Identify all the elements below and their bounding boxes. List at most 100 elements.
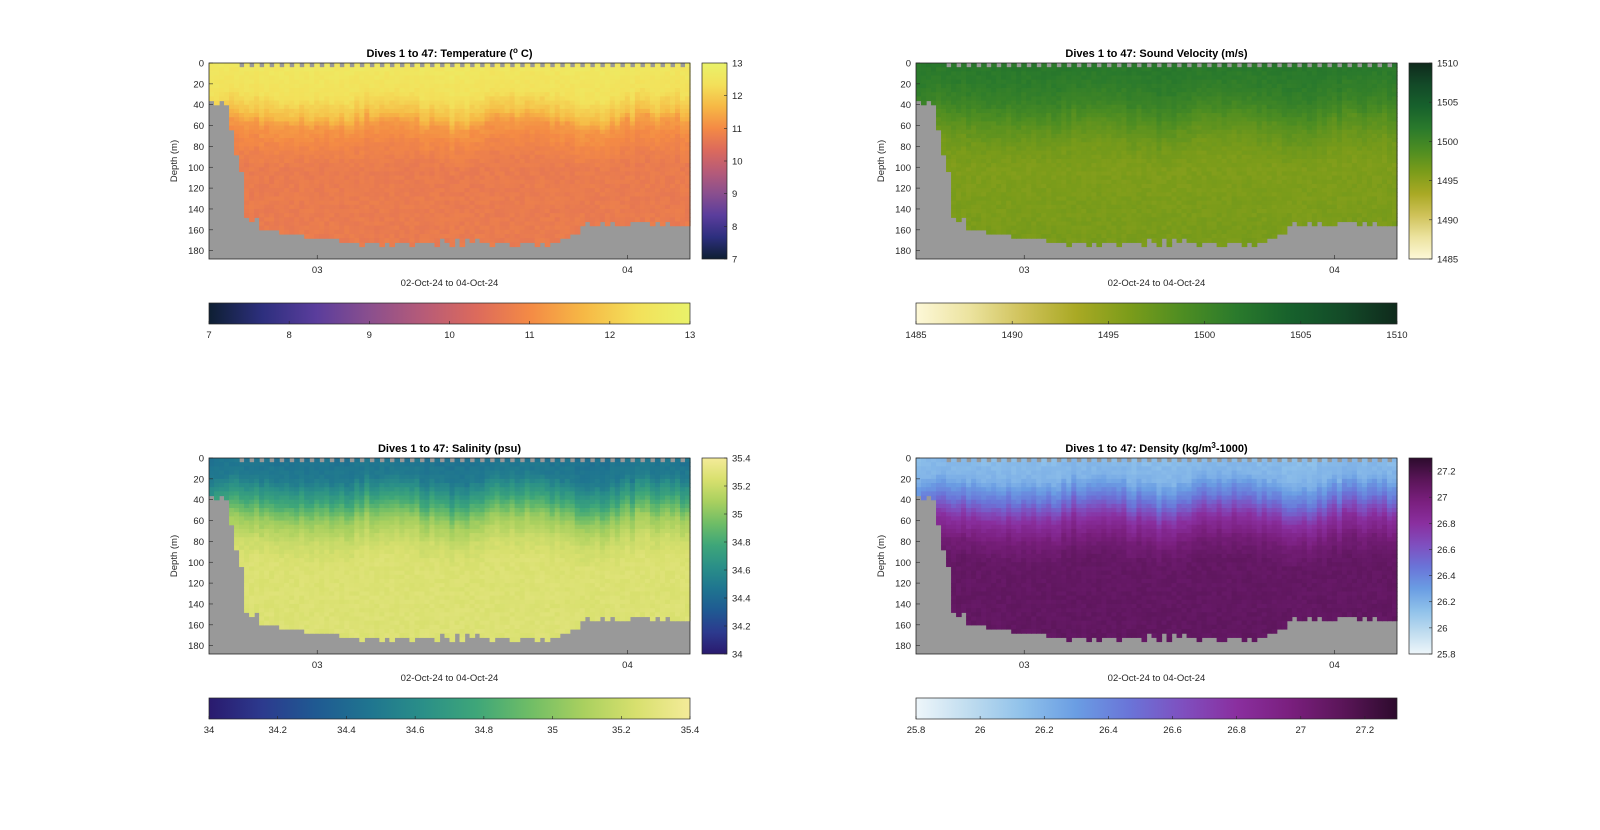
heatmap-cell (544, 96, 551, 102)
heatmap-cell (369, 179, 375, 185)
heatmap-cell (1051, 71, 1057, 77)
heatmap-cell (304, 200, 310, 206)
heatmap-cell (494, 221, 501, 227)
colorbar-h-tick-label: 9 (367, 330, 372, 341)
heatmap-cell (986, 175, 992, 181)
heatmap-cell (229, 79, 235, 85)
heatmap-cell (304, 213, 310, 218)
heatmap-cell (971, 133, 977, 139)
heatmap-cell (464, 154, 471, 160)
heatmap-cell (956, 104, 962, 110)
heatmap-cell (279, 204, 285, 210)
heatmap-cell (429, 171, 436, 177)
heatmap-cell (659, 92, 666, 97)
heatmap-cell (324, 217, 330, 223)
heatmap-cell (299, 100, 305, 106)
heatmap-cell (474, 183, 481, 189)
heatmap-cell (374, 208, 380, 214)
heatmap-cell (209, 83, 215, 89)
heatmap-cell (524, 88, 531, 93)
heatmap-cell (674, 113, 681, 118)
heatmap-cell (279, 208, 285, 214)
heatmap-cell (604, 83, 611, 89)
heatmap-cell (921, 63, 927, 68)
heatmap-cell (664, 204, 671, 210)
heatmap-cell (679, 150, 686, 156)
heatmap-cell (419, 167, 426, 173)
heatmap-cell (966, 104, 972, 110)
heatmap-cell (364, 133, 370, 139)
heatmap-cell (1006, 67, 1012, 72)
heatmap-cell (599, 200, 606, 206)
heatmap-cell (484, 183, 491, 189)
heatmap-cell (359, 138, 365, 143)
heatmap-cell (574, 125, 581, 131)
heatmap-cell (544, 75, 551, 81)
heatmap-cell (424, 183, 431, 189)
heatmap-cell (459, 125, 466, 131)
heatmap-cell (614, 200, 621, 206)
heatmap-cell (569, 196, 576, 202)
heatmap-cell (946, 104, 952, 110)
heatmap-cell (991, 225, 997, 231)
heatmap-cell (644, 192, 651, 198)
heatmap-cell (424, 113, 431, 118)
heatmap-cell (624, 92, 631, 97)
heatmap-cell (674, 133, 681, 139)
heatmap-cell (564, 204, 571, 210)
heatmap-cell (1046, 217, 1052, 223)
heatmap-cell (579, 121, 586, 127)
heatmap-cell (921, 88, 927, 93)
heatmap-cell (494, 67, 501, 72)
heatmap-cell (284, 71, 290, 77)
heatmap-cell (494, 200, 501, 206)
heatmap-cell (279, 192, 285, 198)
heatmap-cell (419, 229, 426, 235)
heatmap-cell (264, 213, 270, 218)
heatmap-cell (339, 204, 345, 210)
heatmap-cell (1006, 196, 1012, 202)
heatmap-cell (916, 92, 922, 97)
heatmap-cell (1046, 167, 1052, 173)
heatmap-cell (654, 79, 661, 85)
heatmap-cell (579, 188, 586, 193)
heatmap-cell (469, 100, 476, 106)
heatmap-cell (369, 213, 375, 218)
heatmap-cell (494, 225, 501, 231)
heatmap-cell (429, 163, 436, 168)
heatmap-cell (629, 71, 636, 77)
heatmap-cell (334, 104, 340, 110)
heatmap-cell (619, 217, 626, 223)
heatmap-cell (946, 88, 952, 93)
heatmap-cell (304, 71, 310, 77)
heatmap-cell (554, 100, 561, 106)
heatmap-cell (454, 192, 461, 198)
heatmap-cell (1056, 213, 1062, 218)
heatmap-cell (639, 146, 646, 152)
heatmap-cell (1051, 92, 1057, 97)
heatmap-cell (474, 225, 481, 231)
heatmap-cell (514, 217, 521, 223)
heatmap-cell (1026, 88, 1032, 93)
heatmap-cell (1041, 88, 1047, 93)
heatmap-cell (264, 63, 270, 68)
heatmap-cell (334, 92, 340, 97)
heatmap-cell (1056, 92, 1062, 97)
heatmap-cell (1051, 133, 1057, 139)
heatmap-cell (921, 79, 927, 85)
heatmap-cell (529, 183, 536, 189)
heatmap-cell (1056, 179, 1062, 185)
heatmap-cell (1001, 71, 1007, 77)
heatmap-cell (649, 183, 656, 189)
heatmap-cell (589, 117, 596, 122)
heatmap-cell (264, 179, 270, 185)
heatmap-cell (569, 171, 576, 177)
heatmap-cell (1046, 238, 1052, 243)
heatmap-cell (519, 221, 526, 227)
heatmap-cell (294, 167, 300, 173)
heatmap-cell (359, 121, 365, 127)
heatmap-cell (524, 179, 531, 185)
heatmap-cell (996, 100, 1002, 106)
heatmap-cell (981, 150, 987, 156)
heatmap-cell (434, 92, 441, 97)
